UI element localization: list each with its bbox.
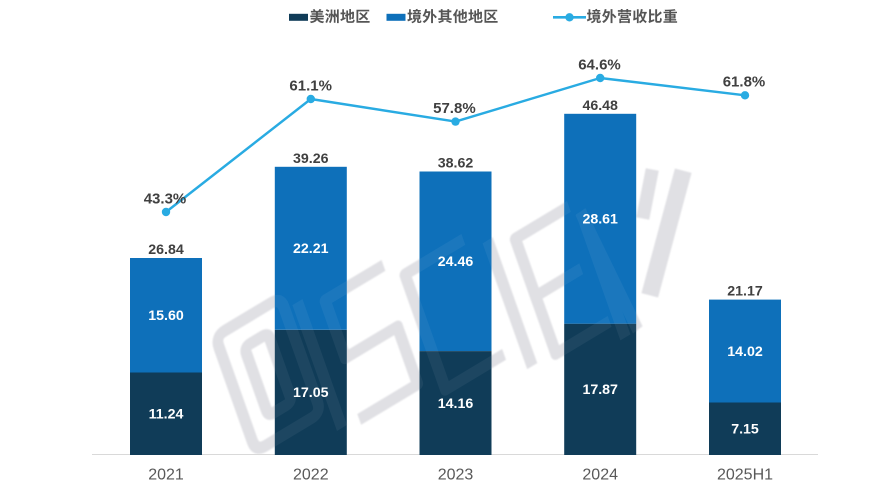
svg-text:2025H1: 2025H1 [717,467,773,484]
svg-text:2021: 2021 [148,467,184,484]
svg-text:2022: 2022 [293,467,329,484]
svg-text:61.8%: 61.8% [723,74,766,91]
svg-text:11.24: 11.24 [149,407,184,423]
svg-text:61.1%: 61.1% [289,77,332,94]
svg-text:38.62: 38.62 [438,156,474,172]
svg-text:24.46: 24.46 [438,254,474,270]
svg-text:14.16: 14.16 [438,396,474,412]
svg-text:17.87: 17.87 [582,382,618,398]
svg-text:15.60: 15.60 [148,308,184,324]
svg-text:43.3%: 43.3% [144,190,187,207]
svg-text:26.84: 26.84 [148,242,184,258]
svg-text:46.48: 46.48 [582,98,618,114]
svg-text:2023: 2023 [438,467,474,484]
svg-text:14.02: 14.02 [727,344,763,360]
svg-text:2024: 2024 [582,467,618,484]
svg-text:39.26: 39.26 [293,151,329,167]
svg-text:22.21: 22.21 [293,241,329,257]
svg-text:21.17: 21.17 [727,284,763,300]
svg-text:64.6%: 64.6% [578,56,621,73]
svg-text:28.61: 28.61 [582,212,618,228]
svg-text:57.8%: 57.8% [433,100,476,117]
svg-text:7.15: 7.15 [731,422,759,438]
svg-text:17.05: 17.05 [293,385,329,401]
